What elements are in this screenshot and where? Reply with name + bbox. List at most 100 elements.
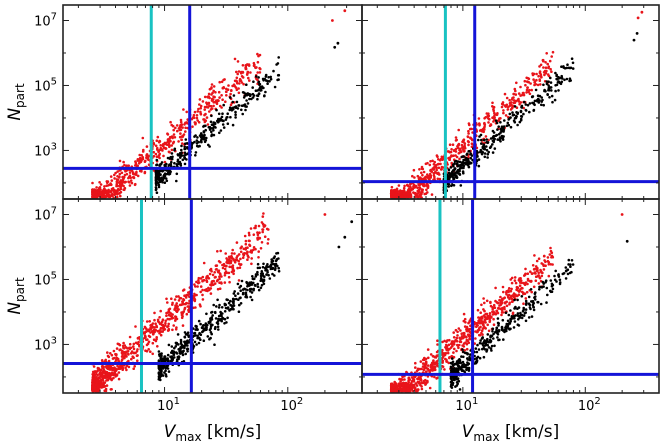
data-point [105, 371, 108, 374]
data-point [537, 74, 540, 78]
data-point [155, 187, 158, 191]
data-point [174, 345, 177, 348]
data-point [422, 170, 426, 174]
data-point [206, 289, 209, 293]
data-point [195, 343, 198, 346]
data-point [256, 71, 260, 74]
data-point [181, 345, 184, 349]
data-point [433, 356, 437, 359]
data-point [544, 260, 547, 264]
data-point [426, 364, 430, 367]
data-point [435, 360, 439, 363]
data-point [567, 258, 571, 262]
data-point [118, 172, 122, 176]
data-point [232, 272, 235, 276]
data-point [418, 187, 422, 190]
data-point [504, 114, 508, 117]
data-point [164, 177, 168, 180]
data-point [485, 145, 488, 148]
data-point [469, 324, 472, 328]
data-point [525, 290, 529, 294]
data-point [492, 337, 495, 340]
data-point [509, 108, 513, 111]
data-point [538, 94, 542, 98]
data-point [212, 303, 215, 307]
data-point [193, 340, 197, 344]
data-point [541, 280, 545, 284]
data-point [532, 78, 535, 81]
data-point [256, 60, 260, 64]
data-point [546, 256, 550, 259]
data-point [508, 101, 512, 105]
data-point [462, 148, 465, 152]
data-point [239, 79, 243, 82]
data-point [111, 194, 114, 197]
data-point [457, 169, 461, 173]
data-point [183, 331, 187, 334]
data-point [253, 226, 256, 230]
data-point [231, 123, 235, 127]
data-point [465, 347, 469, 351]
data-point [154, 180, 158, 184]
data-point [263, 224, 266, 228]
data-point [406, 387, 410, 391]
x-tick-label: 102 [280, 396, 303, 414]
data-point [477, 164, 481, 168]
data-point [197, 140, 200, 144]
data-point [95, 186, 98, 189]
data-point [165, 179, 169, 183]
data-point [121, 368, 124, 372]
data-point [553, 98, 557, 102]
data-point [180, 148, 183, 152]
data-point [529, 288, 533, 291]
data-point [213, 271, 216, 274]
data-point [165, 314, 168, 318]
data-point [218, 96, 221, 99]
data-point [547, 261, 551, 264]
data-point [123, 356, 126, 360]
data-point [262, 212, 265, 215]
data-point [235, 258, 239, 262]
data-point [199, 305, 202, 308]
data-point [99, 385, 102, 388]
data-point [499, 299, 503, 303]
data-point [528, 110, 531, 114]
data-point [167, 324, 170, 328]
data-point [461, 344, 464, 347]
data-point [447, 343, 451, 347]
data-point [239, 246, 242, 250]
data-point [457, 346, 460, 350]
data-point [213, 310, 217, 314]
data-point [100, 194, 103, 197]
data-point [183, 162, 187, 166]
data-point [492, 306, 495, 310]
data-point [216, 287, 220, 291]
data-point [543, 69, 547, 73]
data-point [256, 285, 260, 289]
data-point [452, 184, 456, 187]
data-point [458, 336, 462, 340]
data-point [506, 108, 510, 111]
data-point [175, 163, 179, 166]
data-point [221, 112, 224, 115]
data-point [235, 76, 239, 80]
data-point [508, 301, 512, 305]
data-point [208, 110, 211, 113]
data-point [230, 89, 233, 92]
data-point [119, 190, 123, 194]
data-point [157, 185, 161, 189]
data-point [440, 168, 443, 171]
data-point [462, 312, 466, 316]
data-point [182, 108, 185, 111]
data-point [491, 151, 495, 154]
data-point [510, 281, 514, 285]
data-point [407, 381, 411, 384]
data-point [199, 333, 203, 337]
data-point [277, 78, 280, 81]
data-point [261, 265, 265, 269]
data-point [246, 285, 249, 288]
data-point [160, 367, 164, 370]
data-point [500, 102, 504, 106]
data-point [267, 273, 270, 277]
data-point [513, 87, 517, 91]
